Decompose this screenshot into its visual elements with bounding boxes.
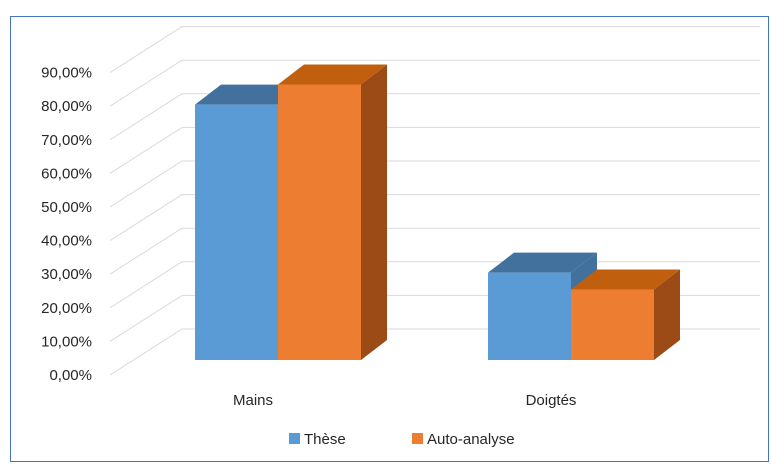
gridline-side (109, 160, 183, 208)
gridline-side (109, 328, 183, 376)
bar (488, 272, 571, 360)
x-tick-label: Mains (233, 392, 273, 409)
chart-frame (10, 16, 769, 462)
y-tick-label: 10,00% (41, 333, 92, 350)
y-tick-label: 90,00% (41, 65, 92, 82)
y-tick-label: 0,00% (49, 367, 92, 384)
x-tick-label: Doigtés (526, 392, 577, 409)
bar (195, 104, 278, 360)
gridline-side (109, 93, 183, 141)
gridline-side (109, 261, 183, 309)
legend-swatch (412, 433, 423, 444)
bar-top (278, 64, 387, 85)
legend: Thèse Auto-analyse (289, 431, 515, 448)
bar (278, 84, 361, 360)
bar-top (571, 269, 680, 290)
gridline-side (109, 59, 183, 107)
bar-top (488, 252, 597, 273)
x-axis: Mains Doigtés (233, 392, 576, 409)
y-tick-label: 20,00% (41, 300, 92, 317)
gridline-side (109, 194, 183, 242)
y-tick-label: 80,00% (41, 98, 92, 115)
y-tick-label: 70,00% (41, 132, 92, 149)
y-axis: 0,00% 10,00% 20,00% 30,00% 40,00% 50,00% 60,00… (41, 65, 92, 384)
bar-top (195, 84, 304, 105)
bars (195, 64, 680, 360)
y-tick-label: 60,00% (41, 165, 92, 182)
bar-side (654, 269, 680, 360)
bar-side (361, 64, 387, 360)
y-tick-label: 30,00% (41, 266, 92, 283)
legend-label: Thèse (304, 431, 346, 448)
y-tick-label: 50,00% (41, 199, 92, 216)
legend-swatch (289, 433, 300, 444)
legend-label: Auto-analyse (427, 431, 515, 448)
gridline-side (109, 294, 183, 342)
gridline-side (109, 227, 183, 275)
y-tick-label: 40,00% (41, 233, 92, 250)
bar (571, 289, 654, 360)
gridline-side (109, 126, 183, 174)
gridline-side (109, 26, 183, 74)
